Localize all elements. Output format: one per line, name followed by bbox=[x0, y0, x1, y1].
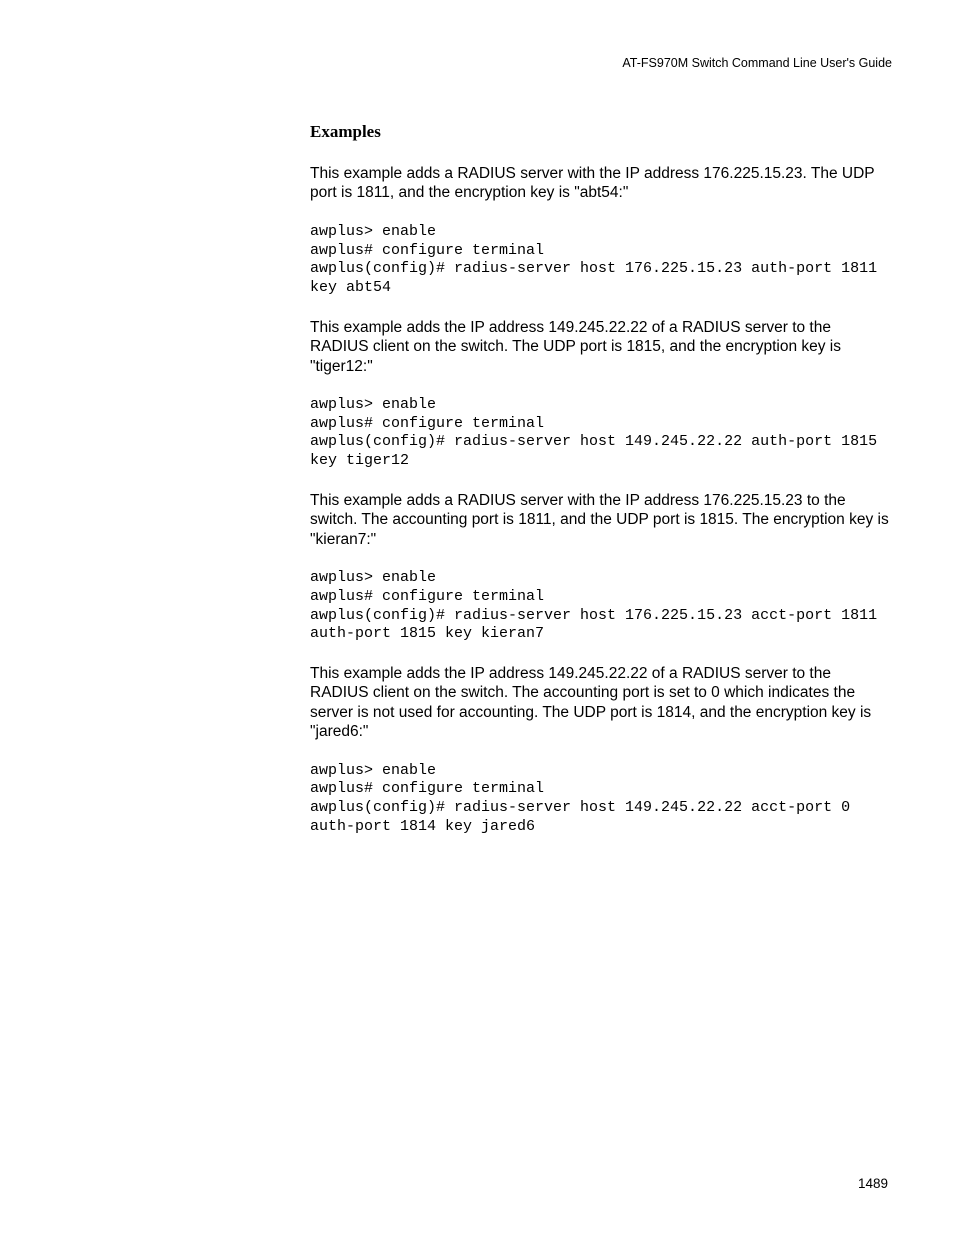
page-content: AT-FS970M Switch Command Line User's Gui… bbox=[0, 0, 954, 837]
paragraph-2: This example adds the IP address 149.245… bbox=[310, 318, 892, 376]
section-title: Examples bbox=[310, 122, 892, 142]
page-header: AT-FS970M Switch Command Line User's Gui… bbox=[310, 56, 892, 70]
code-block-4: awplus> enable awplus# configure termina… bbox=[310, 762, 892, 837]
paragraph-3: This example adds a RADIUS server with t… bbox=[310, 491, 892, 549]
paragraph-1: This example adds a RADIUS server with t… bbox=[310, 164, 892, 203]
code-block-2: awplus> enable awplus# configure termina… bbox=[310, 396, 892, 471]
page-number: 1489 bbox=[858, 1176, 888, 1191]
code-block-3: awplus> enable awplus# configure termina… bbox=[310, 569, 892, 644]
code-block-1: awplus> enable awplus# configure termina… bbox=[310, 223, 892, 298]
paragraph-4: This example adds the IP address 149.245… bbox=[310, 664, 892, 742]
